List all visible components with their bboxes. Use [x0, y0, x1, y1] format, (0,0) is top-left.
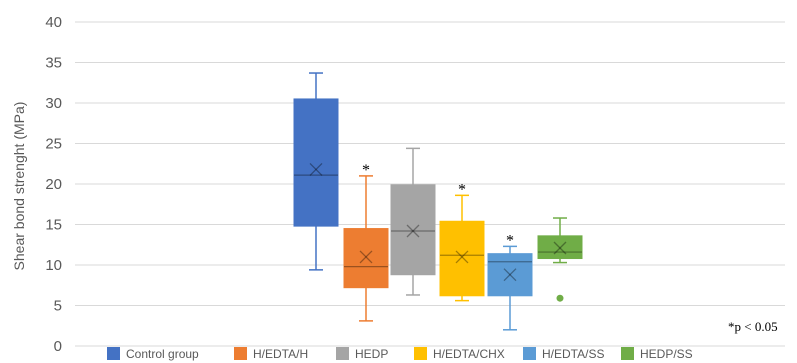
legend-label: HEDP — [355, 347, 388, 361]
mean-marker — [455, 250, 469, 264]
mean-marker — [503, 268, 517, 282]
box — [293, 98, 339, 227]
significance-marker: * — [362, 162, 370, 179]
box — [487, 253, 533, 297]
mean-marker — [455, 250, 469, 264]
legend-swatch — [107, 347, 120, 360]
box — [390, 184, 436, 276]
y-tick-label: 0 — [54, 338, 62, 355]
y-tick-label: 10 — [45, 257, 62, 274]
legend-swatch — [234, 347, 247, 360]
legend-label: H/EDTA/CHX — [433, 347, 505, 361]
mean-marker — [309, 162, 323, 176]
legend-swatch — [523, 347, 536, 360]
outlier-point — [556, 294, 564, 302]
box — [537, 235, 583, 260]
legend: Control group H/EDTA/H HEDP H/EDTA/CHX H/EDT… — [107, 347, 693, 361]
mean-marker — [503, 268, 517, 282]
legend-swatch — [336, 347, 349, 360]
legend-label: Control group — [126, 347, 199, 361]
y-axis-title: Shear bond strenght (MPa) — [11, 102, 27, 271]
mean-marker — [359, 250, 373, 264]
legend-swatch — [414, 347, 427, 360]
legend-swatch — [621, 347, 634, 360]
mean-marker — [553, 241, 567, 255]
significance-note: *p < 0.05 — [728, 319, 778, 334]
gridlines — [75, 21, 785, 347]
mean-marker — [553, 241, 567, 255]
box-group: * — [439, 181, 485, 302]
legend-label: HEDP/SS — [640, 347, 693, 361]
mean-marker — [406, 224, 420, 238]
y-tick-label: 30 — [45, 95, 62, 112]
box — [439, 220, 485, 297]
box-group: * — [487, 232, 533, 331]
box-group — [537, 217, 583, 302]
y-tick-label: 40 — [45, 14, 62, 31]
y-axis-ticks: 0 5 10 15 20 25 30 35 40 — [45, 14, 62, 355]
legend-label: H/EDTA/H — [253, 347, 308, 361]
box-group — [390, 147, 436, 296]
y-tick-label: 20 — [45, 176, 62, 193]
box-group — [293, 72, 339, 271]
box — [343, 228, 389, 289]
y-tick-label: 15 — [45, 217, 62, 234]
y-tick-label: 25 — [45, 136, 62, 153]
mean-marker — [309, 162, 323, 176]
significance-marker: * — [458, 181, 466, 198]
y-tick-label: 35 — [45, 55, 62, 72]
y-tick-label: 5 — [54, 298, 62, 315]
significance-marker: * — [506, 232, 514, 249]
box-group: * — [343, 162, 389, 322]
box-plots: * * * — [293, 72, 583, 331]
mean-marker — [406, 224, 420, 238]
mean-marker — [359, 250, 373, 264]
legend-label: H/EDTA/SS — [542, 347, 604, 361]
